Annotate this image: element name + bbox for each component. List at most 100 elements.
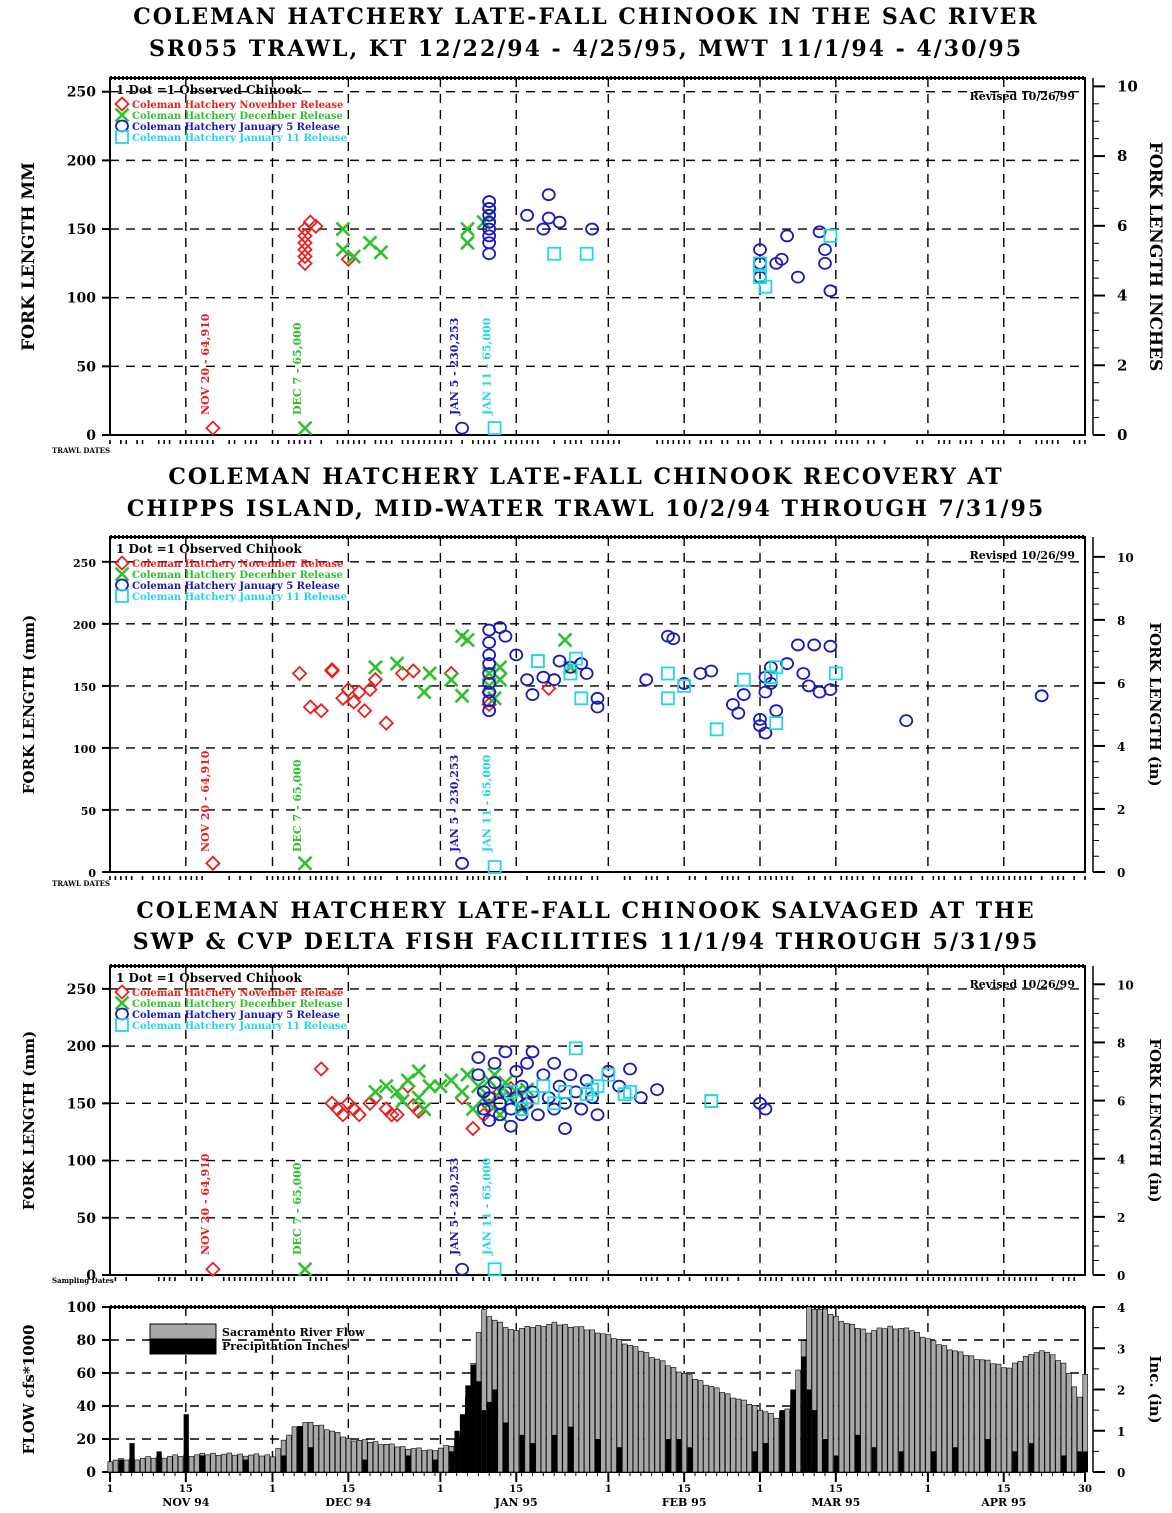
chart2-point-jan5 <box>899 714 914 728</box>
chart3-point-jan5 <box>482 1114 497 1127</box>
chart3-legend-label: Coleman Hatchery January 11 Release <box>132 1021 347 1032</box>
chart3-point-jan5 <box>487 1076 502 1090</box>
chart2-point-jan11 <box>736 672 751 687</box>
chart2-point-december <box>454 688 470 704</box>
chart3-point-jan5 <box>531 1108 545 1122</box>
xtick-label: 15 <box>509 1484 523 1495</box>
chart1-point-jan5 <box>482 229 497 243</box>
flow-bar <box>730 1397 736 1473</box>
flow-bar <box>627 1344 633 1473</box>
chart3-ytick-right-label: 10 <box>1117 978 1134 992</box>
chart1-point-jan5 <box>536 222 551 236</box>
flow-bar <box>649 1357 655 1473</box>
chart1-point-jan5 <box>482 236 497 250</box>
chart3-ytick-right-label: 6 <box>1117 1095 1125 1109</box>
chart2-title-line1: COLEMAN HATCHERY LATE-FALL CHINOOK RECOV… <box>168 464 1004 490</box>
chart3-point-jan11 <box>704 1094 719 1108</box>
chart2-point-jan5 <box>639 673 654 687</box>
chart2-point-december <box>297 855 313 871</box>
chart3-trawl-ticks <box>114 1277 1075 1281</box>
chart1-title-line1: COLEMAN HATCHERY LATE-FALL CHINOOK IN TH… <box>133 4 1039 30</box>
chart2-point-december <box>422 666 438 681</box>
chart2-ytick-right-label: 10 <box>1117 551 1134 565</box>
flow-bar <box>589 1329 595 1473</box>
chart3-release-label: DEC 7 - 65,000 <box>291 1162 304 1255</box>
flow-bar <box>968 1355 975 1473</box>
xtick-label: 1 <box>437 1484 444 1495</box>
flow-bar <box>622 1343 628 1473</box>
chart1-release-label: JAN 11 - 65,000 <box>481 317 494 416</box>
precip-bar <box>465 1385 471 1472</box>
flow-bar <box>887 1325 893 1473</box>
chart4-ytick-right-label: 2 <box>1117 1384 1125 1398</box>
chart3-point-jan5 <box>623 1062 637 1076</box>
chart3-point-jan5 <box>574 1102 589 1116</box>
chart3-point-november <box>383 1107 400 1123</box>
flow-bar <box>167 1456 173 1473</box>
chart4-ytick-label: 20 <box>77 1432 97 1448</box>
flow-bar <box>259 1455 265 1473</box>
chart1-point-december <box>335 221 351 237</box>
chart3-ytick-label: 150 <box>67 1096 96 1112</box>
chart3-point-november <box>205 1261 221 1278</box>
chart1-release-label: JAN 5 - 230,253 <box>448 318 461 416</box>
chart1-point-november <box>297 248 313 265</box>
legend-flow-swatch <box>149 1323 217 1340</box>
chart2-point-december <box>443 672 459 688</box>
chart1-point-december <box>373 244 389 260</box>
chart4-ytick-right-label: 3 <box>1117 1342 1125 1356</box>
xtick-label: 1 <box>924 1484 931 1495</box>
chart3-point-jan11 <box>487 1262 502 1277</box>
chart2-point-jan5 <box>579 667 594 680</box>
chart1-ytick-right-label: 6 <box>1117 217 1127 235</box>
chart1-trawl-label: TRAWL DATES <box>52 446 110 455</box>
xtick-label: 30 <box>1078 1484 1092 1495</box>
chart2-point-jan5 <box>482 636 497 649</box>
flow-bar <box>681 1373 688 1473</box>
chart1-point-jan5 <box>482 222 497 236</box>
flow-bar <box>920 1336 926 1473</box>
chart1-revised-note: Revised 10/26/99 <box>970 90 1075 103</box>
chart1-point-december <box>346 249 362 264</box>
flow-bar <box>248 1454 254 1473</box>
chart3-point-jan5 <box>536 1068 551 1082</box>
chart3-dot-note: 1 Dot =1 Observed Chinook <box>116 971 303 985</box>
flow-bar <box>849 1323 855 1473</box>
chart4-ytick-label: 80 <box>77 1333 97 1349</box>
chart3-point-december <box>297 1261 313 1277</box>
precip-bar <box>985 1439 991 1472</box>
chart3-point-jan11 <box>547 1096 562 1111</box>
chart3-point-jan5 <box>547 1056 562 1070</box>
chart4-ytick-label: 100 <box>67 1300 96 1316</box>
precip-bar <box>297 1426 303 1472</box>
chart1-release-label: DEC 7 - 65,000 <box>291 322 304 415</box>
chart2-point-jan5 <box>455 856 469 870</box>
chart2-border <box>109 536 1086 873</box>
chart2-ytick-label: 200 <box>73 619 96 632</box>
chart1-legend-label: Coleman Hatchery January 11 Release <box>132 133 347 144</box>
chart3-point-jan5 <box>476 1102 491 1116</box>
flow-bar <box>979 1359 985 1473</box>
chart1-legend-label: Coleman Hatchery November Release <box>132 100 343 111</box>
chart3-point-november <box>389 1107 405 1123</box>
chart1-trawl-ticks <box>109 440 1086 444</box>
precip-bar <box>243 1459 249 1472</box>
chart2-legend-label: Coleman Hatchery January 11 Release <box>132 592 347 603</box>
chart2-ytick-right-label: 0 <box>1117 866 1125 880</box>
chart1-point-jan5 <box>791 270 805 284</box>
chart2-legend-marker <box>114 555 130 571</box>
flow-bar <box>573 1326 579 1473</box>
chart1-point-november <box>297 234 313 251</box>
chart4-ytick-right-label: 1 <box>1117 1425 1125 1439</box>
flow-bar <box>833 1315 839 1473</box>
chart1-point-jan5 <box>482 202 497 215</box>
flow-bar <box>844 1323 850 1473</box>
chart2-point-jan5 <box>666 632 681 646</box>
flow-bar <box>714 1387 720 1473</box>
flow-bar <box>865 1332 872 1473</box>
chart2-point-jan5 <box>482 667 497 680</box>
precip-bar <box>199 1455 206 1472</box>
chart2-point-jan5 <box>807 638 822 652</box>
chart2-point-jan5 <box>482 648 497 662</box>
flow-bar <box>123 1459 130 1473</box>
